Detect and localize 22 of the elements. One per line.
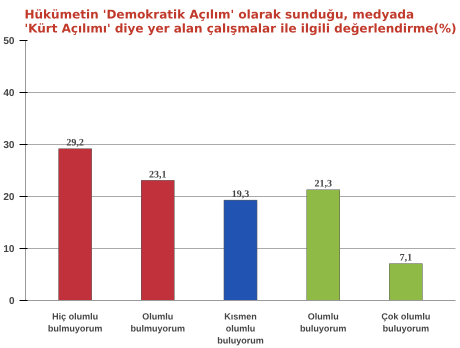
- bar: [306, 189, 340, 300]
- x-tick-label: Hiç olumlu bulmuyorum: [48, 312, 102, 334]
- y-tick-label: 50: [3, 36, 15, 47]
- data-label: 29,2: [66, 138, 84, 149]
- data-label: 23,1: [149, 169, 167, 180]
- bar: [141, 180, 175, 300]
- y-tick-label: 20: [3, 192, 15, 203]
- bar: [389, 263, 423, 300]
- data-label: 21,3: [314, 178, 332, 190]
- data-label: 7,1: [400, 252, 412, 264]
- y-tick-label: 40: [3, 88, 15, 99]
- y-tick-label: 30: [3, 140, 15, 151]
- bar: [224, 200, 258, 300]
- y-tick-label: 0: [8, 296, 15, 307]
- x-tick-label: Kısmen olumlu buluyorum: [217, 312, 264, 346]
- chart-title: Hükümetin 'Demokratik Açılım' olarak sunduğu, medyada 'Kürt Açılımı' diye yer alan çalışmalar ile ilgili değerlendirme(%): [24, 8, 457, 36]
- data-label: 19,3: [232, 189, 250, 200]
- x-tick-label: Olumlu bulmuyorum: [130, 312, 186, 334]
- y-tick-label: 10: [3, 244, 15, 255]
- bar: [58, 148, 92, 300]
- x-tick-label: Olumlu buluyorum: [300, 312, 346, 334]
- x-tick-label: Çok olumlu buluyorum: [381, 312, 430, 334]
